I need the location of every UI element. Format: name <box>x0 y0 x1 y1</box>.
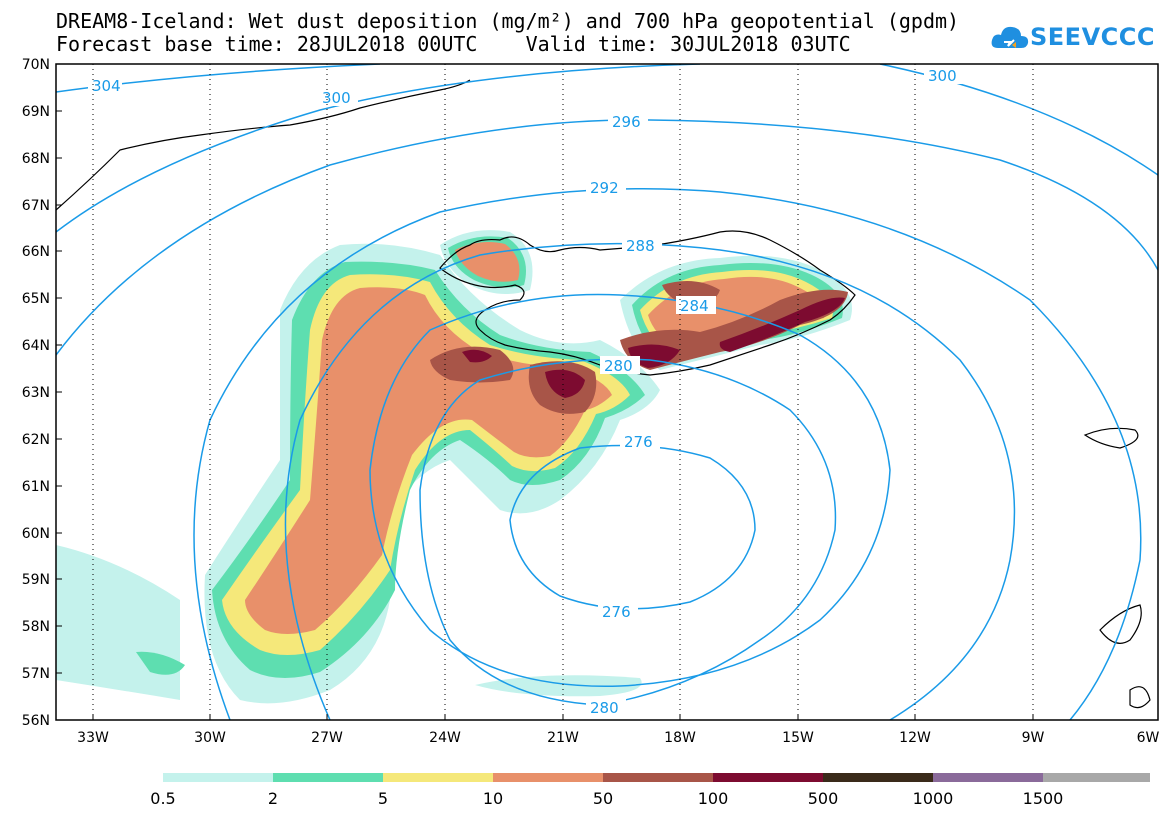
latitude-label: 64N <box>22 338 50 354</box>
legend-swatch <box>383 773 493 782</box>
longitude-label: 12W <box>899 730 931 746</box>
dust-level-100 <box>719 297 845 352</box>
longitude-label: 6W <box>1137 730 1160 746</box>
logo-text: SEEVCCC <box>1030 23 1155 51</box>
legend-tick: 50 <box>593 789 613 808</box>
contour-284 <box>369 293 891 687</box>
contour-276 <box>509 444 756 610</box>
contour-label: 300 <box>928 67 957 85</box>
contour-label-group: 304 300 300 296 292 288 284 280 276 276 … <box>88 66 964 717</box>
contour-label: 304 <box>92 77 121 95</box>
color-legend: 0.5 2 5 10 50 100 500 1000 1500 <box>150 773 1150 808</box>
legend-tick: 10 <box>483 789 503 808</box>
geopotential-contours <box>56 64 1158 720</box>
legend-swatch <box>493 773 603 782</box>
contour-label: 276 <box>602 603 631 621</box>
contour-label: 300 <box>322 89 351 107</box>
longitude-label: 21W <box>547 730 579 746</box>
latitude-label: 62N <box>22 432 50 448</box>
latitude-label: 57N <box>22 666 50 682</box>
latitude-label: 59N <box>22 572 50 588</box>
dust-level-50 <box>430 346 514 383</box>
contour-label: 288 <box>626 237 655 255</box>
latitude-label: 63N <box>22 385 50 401</box>
contour-label: 296 <box>612 113 641 131</box>
contour-296 <box>56 119 1158 356</box>
contour-280 <box>419 358 837 706</box>
legend-swatch <box>713 773 823 782</box>
legend-swatch <box>1043 773 1150 782</box>
dust-level-10 <box>245 287 612 634</box>
contour-288 <box>284 242 1016 720</box>
latitude-label: 60N <box>22 526 50 542</box>
legend-tick: 100 <box>698 789 729 808</box>
contour-label: 276 <box>624 433 653 451</box>
legend-swatch <box>273 773 383 782</box>
longitude-label: 9W <box>1022 730 1045 746</box>
map-title: DREAM8-Iceland: Wet dust deposition (mg/… <box>56 9 960 33</box>
longitude-label: 18W <box>664 730 696 746</box>
dust-level-0-5 <box>56 545 180 700</box>
contour-300 <box>879 64 1158 176</box>
latitude-label: 70N <box>22 57 50 73</box>
legend-tick: 500 <box>808 789 839 808</box>
longitude-axis: 33W 30W 27W 24W 21W 18W 15W 12W 9W 6W <box>77 714 1160 746</box>
legend-tick: 1000 <box>913 789 954 808</box>
contour-label: 292 <box>590 179 619 197</box>
latitude-label: 56N <box>22 713 50 729</box>
legend-tick: 1500 <box>1023 789 1064 808</box>
contour-label: 280 <box>604 357 633 375</box>
contour-300 <box>56 64 701 233</box>
latitude-label: 67N <box>22 198 50 214</box>
map-subtitle: Forecast base time: 28JUL2018 00UTC Vali… <box>56 32 851 56</box>
longitude-label: 24W <box>429 730 461 746</box>
longitude-label: 15W <box>782 730 814 746</box>
dust-level-2 <box>136 651 185 675</box>
longitude-label: 27W <box>311 730 343 746</box>
legend-tick: 0.5 <box>150 789 175 808</box>
latitude-label: 66N <box>22 244 50 260</box>
legend-tick: 5 <box>378 789 388 808</box>
latitude-label: 58N <box>22 619 50 635</box>
latitude-axis: 70N 69N 68N 67N 66N 65N 64N 63N 62N 61N … <box>22 57 62 729</box>
legend-swatch <box>603 773 713 782</box>
dust-deposition-field <box>56 230 852 704</box>
seevccc-logo: SEEVCCC <box>990 20 1160 56</box>
contour-292 <box>193 187 1142 720</box>
legend-swatch <box>823 773 933 782</box>
legend-tick: 2 <box>268 789 278 808</box>
dust-level-0-5 <box>475 675 642 697</box>
dust-level-100 <box>545 369 585 398</box>
latitude-label: 68N <box>22 151 50 167</box>
longitude-label: 33W <box>77 730 109 746</box>
dust-level-100 <box>462 349 492 363</box>
latitude-label: 65N <box>22 291 50 307</box>
legend-swatch <box>933 773 1043 782</box>
contour-label: 284 <box>680 297 709 315</box>
latitude-label: 69N <box>22 104 50 120</box>
legend-swatch <box>163 773 273 782</box>
contour-label: 280 <box>590 699 619 717</box>
longitude-label: 30W <box>194 730 226 746</box>
latitude-label: 61N <box>22 479 50 495</box>
cloud-icon <box>991 26 1029 48</box>
